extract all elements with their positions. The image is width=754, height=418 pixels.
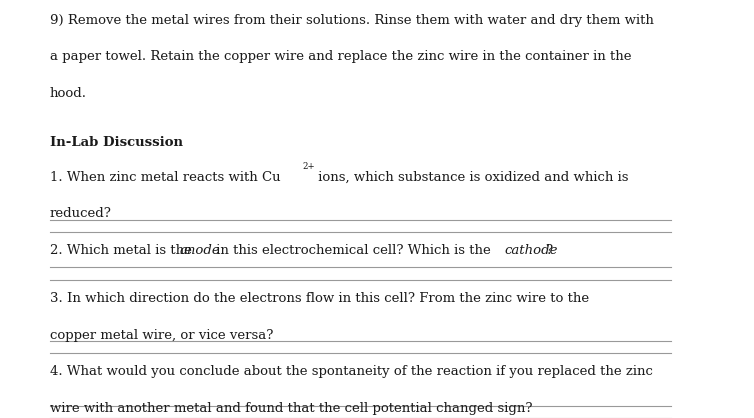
- Text: a paper towel. Retain the copper wire and replace the zinc wire in the container: a paper towel. Retain the copper wire an…: [50, 50, 631, 64]
- Text: In-Lab Discussion: In-Lab Discussion: [50, 136, 182, 149]
- Text: 2+: 2+: [302, 162, 315, 171]
- Text: copper metal wire, or vice versa?: copper metal wire, or vice versa?: [50, 329, 273, 342]
- Text: cathode: cathode: [504, 244, 558, 257]
- Text: 3. In which direction do the electrons flow in this cell? From the zinc wire to : 3. In which direction do the electrons f…: [50, 292, 589, 305]
- Text: ?: ?: [545, 244, 552, 257]
- Text: wire with another metal and found that the cell potential changed sign?: wire with another metal and found that t…: [50, 402, 532, 415]
- Text: 1. When zinc metal reacts with Cu: 1. When zinc metal reacts with Cu: [50, 171, 280, 184]
- Text: anode: anode: [179, 244, 220, 257]
- Text: 4. What would you conclude about the spontaneity of the reaction if you replaced: 4. What would you conclude about the spo…: [50, 365, 653, 378]
- Text: hood.: hood.: [50, 87, 87, 100]
- Text: ions, which substance is oxidized and which is: ions, which substance is oxidized and wh…: [314, 171, 629, 184]
- Text: 2. Which metal is the: 2. Which metal is the: [50, 244, 196, 257]
- Text: reduced?: reduced?: [50, 207, 112, 220]
- Text: 9) Remove the metal wires from their solutions. Rinse them with water and dry th: 9) Remove the metal wires from their sol…: [50, 14, 654, 27]
- Text: in this electrochemical cell? Which is the: in this electrochemical cell? Which is t…: [212, 244, 495, 257]
